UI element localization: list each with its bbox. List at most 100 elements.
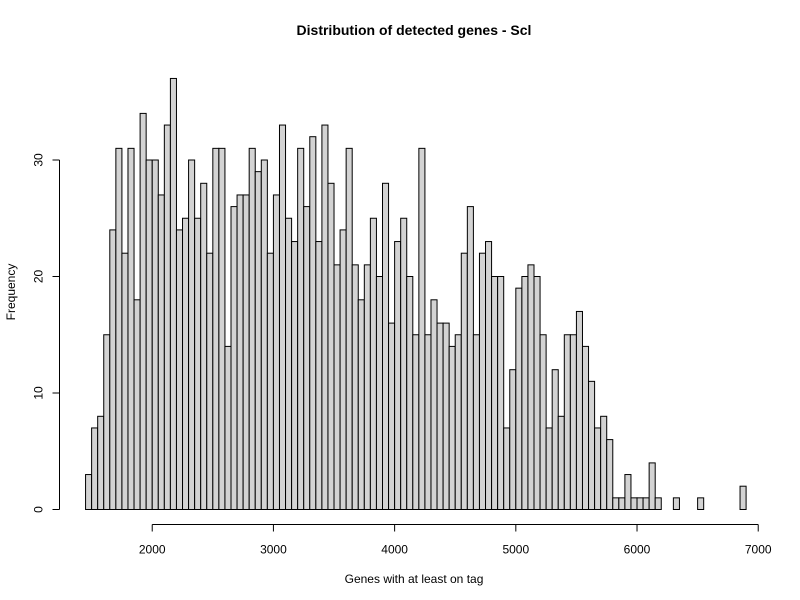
histogram-bar: [303, 206, 311, 510]
histogram-bar: [260, 159, 268, 510]
histogram-bar: [503, 427, 511, 511]
histogram-bar: [103, 334, 111, 510]
histogram-bar: [85, 474, 93, 510]
histogram-bar: [654, 497, 662, 511]
histogram-bar: [648, 462, 656, 510]
histogram-bar: [242, 194, 250, 510]
histogram-bar: [600, 415, 608, 510]
histogram-bar: [478, 252, 487, 510]
histogram-bar: [672, 497, 680, 511]
histogram-bar: [278, 124, 287, 511]
histogram-bar: [333, 264, 341, 510]
histogram-bar: [309, 136, 317, 510]
histogram-bar: [485, 241, 493, 511]
histogram-bar: [388, 322, 396, 510]
histogram-bar: [618, 497, 626, 511]
y-tick-label: 20: [32, 270, 46, 284]
histogram-bar: [285, 217, 293, 510]
y-axis: 0 10 20 30: [32, 153, 60, 513]
x-tick-label: 5000: [502, 543, 529, 557]
histogram-bar: [321, 124, 329, 511]
histogram-bar: [230, 206, 238, 510]
histogram-bar: [169, 77, 177, 510]
y-tick-label: 0: [32, 506, 46, 513]
x-tick-label: 4000: [381, 543, 408, 557]
x-tick-label: 7000: [745, 543, 772, 557]
histogram-bar: [594, 427, 602, 511]
histogram-bar: [430, 299, 438, 510]
histogram-bar: [375, 276, 384, 510]
x-tick-label: 6000: [624, 543, 651, 557]
histogram-bar: [466, 206, 474, 510]
y-tick-label: 30: [32, 153, 46, 167]
histogram-bar: [127, 147, 135, 510]
histogram-bar: [151, 159, 159, 510]
y-tick-label: 10: [32, 386, 46, 400]
histogram-bar: [272, 194, 280, 510]
histogram-bar: [369, 217, 377, 510]
histogram-bar: [697, 497, 705, 511]
histogram-bar: [236, 194, 244, 510]
histogram-bar: [460, 252, 468, 510]
histogram-bar: [200, 182, 208, 511]
histogram-bar: [521, 276, 529, 510]
histogram-bar: [363, 264, 371, 510]
histogram-bar: [412, 334, 420, 510]
histogram-bar: [339, 229, 347, 510]
histogram-bar: [606, 439, 614, 511]
histogram-bar: [406, 276, 414, 510]
histogram-bar: [581, 345, 590, 510]
histogram-bar: [194, 217, 202, 510]
histogram-bar: [497, 276, 505, 510]
histogram-bar: [575, 310, 583, 511]
chart-title: Distribution of detected genes - Scl: [297, 22, 532, 38]
x-tick-label: 3000: [260, 543, 287, 557]
y-axis-label: Frequency: [4, 264, 18, 321]
histogram-bar: [188, 159, 196, 510]
histogram-bar: [515, 287, 523, 510]
histogram-bar: [382, 182, 390, 511]
histogram-bar: [545, 427, 553, 511]
histogram-bar: [557, 415, 565, 510]
histogram-bar: [248, 147, 256, 510]
histogram-bar: [551, 369, 559, 511]
histogram-bar: [291, 241, 299, 511]
histogram-bar: [139, 112, 147, 511]
x-tick-label: 2000: [139, 543, 166, 557]
histogram-bar: [297, 147, 305, 510]
bars-group: [85, 77, 747, 511]
histogram-bar: [539, 334, 547, 510]
histogram-bar: [630, 497, 638, 511]
x-axis-label: Genes with at least on tag: [345, 572, 484, 586]
histogram-bar: [400, 217, 408, 510]
histogram-bar: [527, 264, 535, 510]
histogram-bar: [315, 241, 323, 511]
histogram-bar: [115, 147, 123, 510]
histogram-bar: [454, 334, 462, 510]
histogram-bar: [472, 334, 480, 510]
histogram-bar: [345, 147, 353, 510]
histogram-bar: [163, 124, 171, 511]
histogram-bar: [394, 241, 402, 511]
x-axis: 2000 3000 4000 5000 6000 7000: [139, 524, 772, 557]
histogram-bar: [612, 497, 620, 511]
histogram-bar: [636, 497, 644, 511]
histogram-bar: [418, 147, 426, 510]
histogram-bar: [145, 159, 153, 510]
histogram-bar: [121, 252, 129, 510]
histogram-bar: [588, 380, 596, 510]
histogram-bar: [91, 427, 99, 511]
histogram-bar: [351, 264, 359, 510]
histogram-bar: [254, 171, 262, 510]
histogram-bar: [266, 252, 274, 510]
histogram-bar: [436, 322, 444, 510]
histogram-bar: [491, 276, 499, 510]
histogram-bar: [533, 276, 541, 510]
histogram-bar: [182, 217, 190, 510]
histogram-bar: [175, 229, 184, 510]
histogram-bar: [442, 322, 450, 510]
histogram-bar: [218, 147, 226, 510]
histogram-bar: [133, 299, 141, 510]
histogram-bar: [642, 497, 650, 511]
